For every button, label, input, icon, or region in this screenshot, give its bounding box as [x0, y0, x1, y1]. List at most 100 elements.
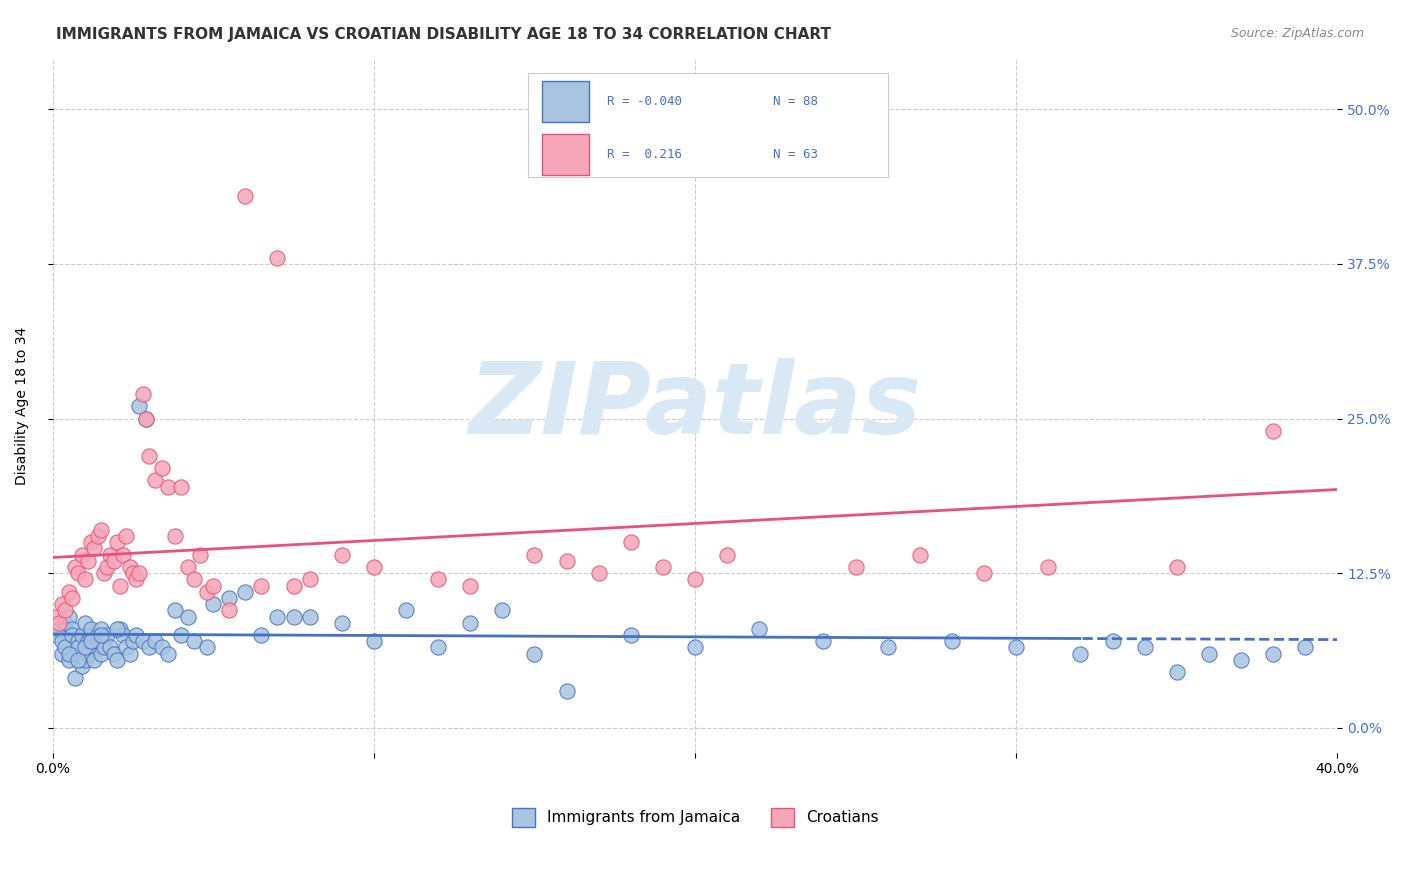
- Point: [100, 640, 122, 655]
- Point: [363, 560, 385, 574]
- Point: [145, 634, 167, 648]
- Point: [112, 548, 135, 562]
- Text: IMMIGRANTS FROM JAMAICA VS CROATIAN DISABILITY AGE 18 TO 34 CORRELATION CHART: IMMIGRANTS FROM JAMAICA VS CROATIAN DISA…: [56, 27, 831, 42]
- Point: [491, 603, 513, 617]
- Point: [103, 647, 125, 661]
- Point: [60, 622, 83, 636]
- Point: [330, 548, 353, 562]
- Point: [1069, 647, 1091, 661]
- Point: [125, 628, 148, 642]
- Point: [233, 188, 256, 202]
- Point: [748, 622, 770, 636]
- Point: [555, 683, 578, 698]
- Point: [77, 634, 100, 648]
- Point: [58, 584, 80, 599]
- Point: [183, 634, 205, 648]
- Point: [96, 628, 118, 642]
- Point: [108, 622, 131, 636]
- Point: [93, 566, 115, 581]
- Point: [283, 579, 305, 593]
- Point: [55, 615, 77, 630]
- Point: [63, 672, 86, 686]
- Point: [90, 628, 112, 642]
- Point: [298, 573, 321, 587]
- Point: [112, 628, 135, 642]
- Point: [250, 628, 273, 642]
- Point: [51, 597, 73, 611]
- Point: [60, 628, 83, 642]
- Point: [218, 591, 240, 605]
- Point: [150, 640, 173, 655]
- Text: ZIPatlas: ZIPatlas: [468, 358, 921, 455]
- Point: [80, 622, 103, 636]
- Point: [1294, 640, 1316, 655]
- Point: [330, 615, 353, 630]
- Point: [86, 634, 108, 648]
- Point: [58, 647, 80, 661]
- Point: [427, 573, 450, 587]
- Point: [150, 461, 173, 475]
- Point: [67, 640, 90, 655]
- Point: [1133, 640, 1156, 655]
- Point: [83, 640, 105, 655]
- Point: [48, 615, 70, 630]
- Point: [523, 548, 546, 562]
- Point: [122, 566, 145, 581]
- Point: [93, 634, 115, 648]
- Point: [1230, 653, 1253, 667]
- Point: [845, 560, 868, 574]
- Point: [70, 659, 93, 673]
- Point: [77, 647, 100, 661]
- Point: [67, 634, 90, 648]
- Point: [427, 640, 450, 655]
- Point: [122, 634, 145, 648]
- Y-axis label: Disability Age 18 to 34: Disability Age 18 to 34: [15, 327, 30, 485]
- Point: [651, 560, 673, 574]
- Point: [135, 411, 157, 425]
- Point: [51, 634, 73, 648]
- Point: [45, 628, 67, 642]
- Point: [105, 653, 128, 667]
- Point: [202, 597, 225, 611]
- Point: [80, 634, 103, 648]
- Point: [190, 548, 212, 562]
- Point: [620, 628, 643, 642]
- Point: [973, 566, 995, 581]
- Point: [233, 584, 256, 599]
- Point: [125, 573, 148, 587]
- Point: [131, 386, 153, 401]
- Point: [93, 640, 115, 655]
- Point: [73, 573, 96, 587]
- Point: [1101, 634, 1123, 648]
- Point: [86, 529, 108, 543]
- Point: [363, 634, 385, 648]
- Point: [170, 628, 193, 642]
- Point: [105, 622, 128, 636]
- Point: [683, 573, 706, 587]
- Point: [157, 480, 180, 494]
- Point: [108, 579, 131, 593]
- Point: [70, 628, 93, 642]
- Point: [73, 615, 96, 630]
- Point: [128, 566, 150, 581]
- Point: [73, 640, 96, 655]
- Point: [176, 560, 198, 574]
- Point: [70, 548, 93, 562]
- Point: [86, 628, 108, 642]
- Point: [716, 548, 738, 562]
- Point: [1263, 424, 1285, 438]
- Point: [118, 647, 141, 661]
- Point: [458, 579, 481, 593]
- Point: [115, 529, 138, 543]
- Point: [176, 609, 198, 624]
- Point: [1038, 560, 1060, 574]
- Point: [266, 609, 288, 624]
- Point: [51, 647, 73, 661]
- Point: [266, 251, 288, 265]
- Point: [195, 584, 218, 599]
- Point: [1166, 665, 1188, 680]
- Point: [1166, 560, 1188, 574]
- Point: [105, 535, 128, 549]
- Point: [202, 579, 225, 593]
- Point: [60, 591, 83, 605]
